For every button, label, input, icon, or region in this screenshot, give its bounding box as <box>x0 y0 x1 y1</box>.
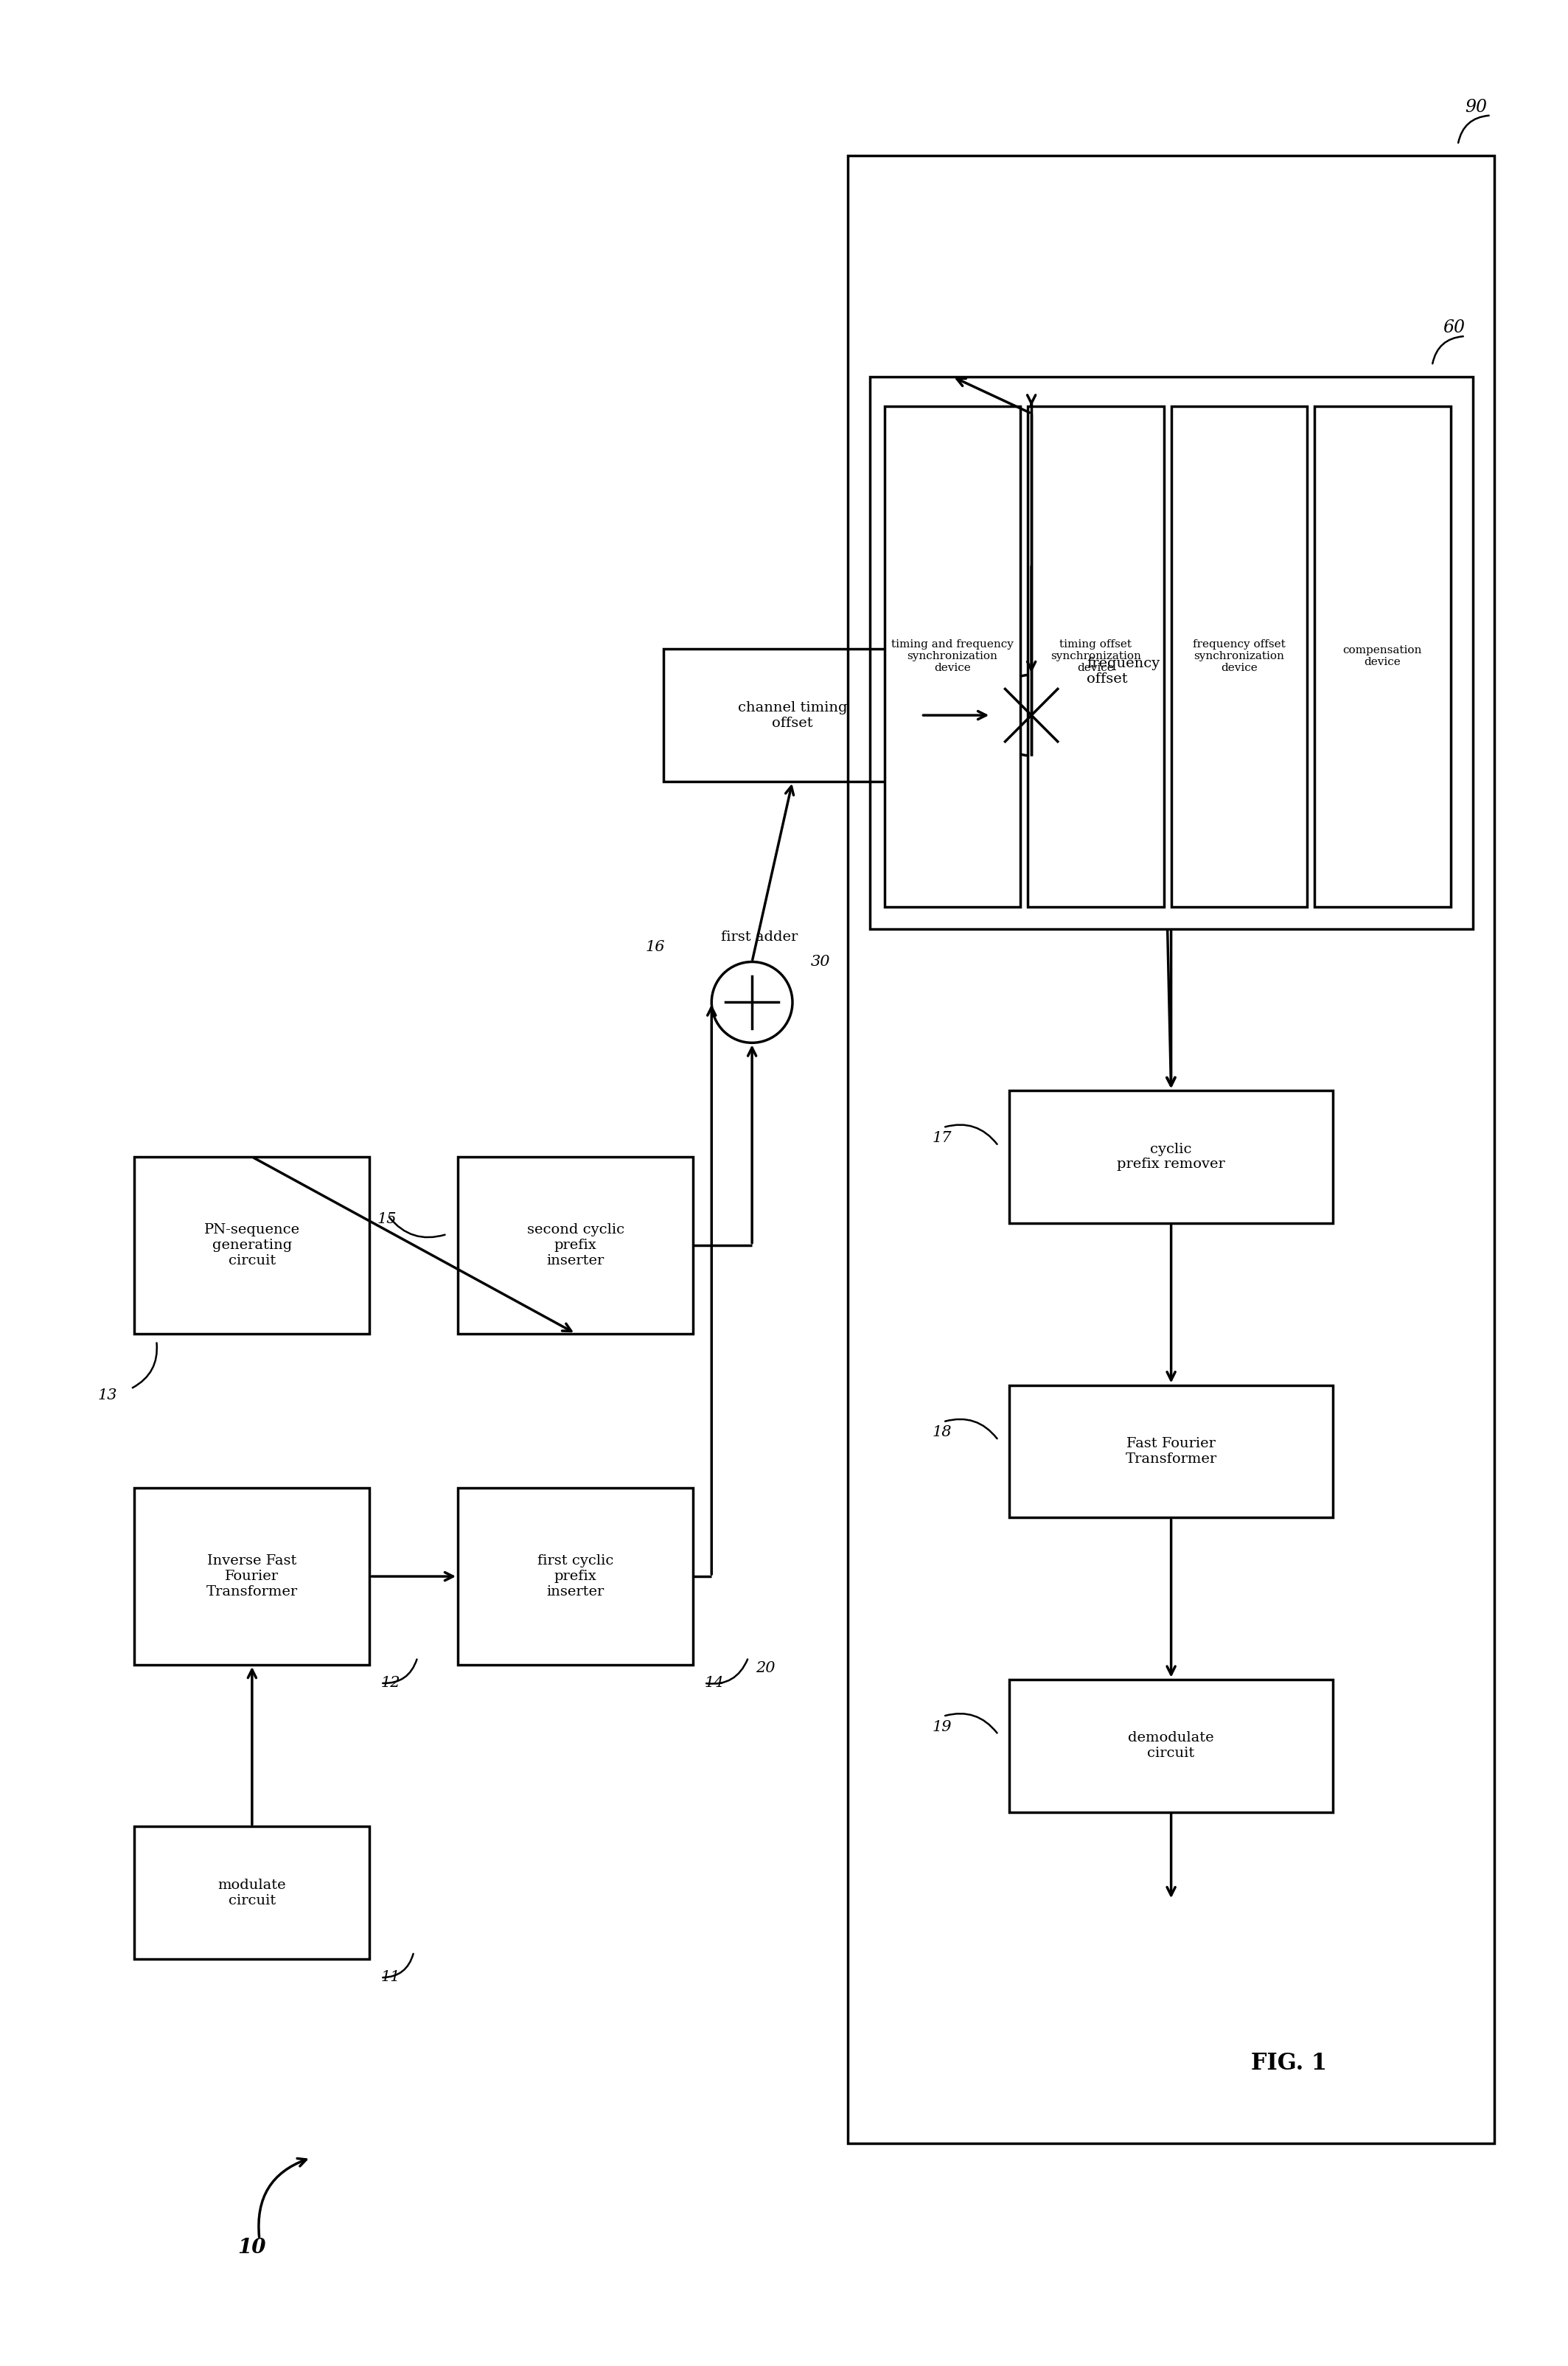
Text: 16: 16 <box>646 939 665 953</box>
Text: 13: 13 <box>97 1389 118 1403</box>
Text: 15: 15 <box>376 1211 397 1226</box>
Text: 12: 12 <box>381 1675 400 1689</box>
Bar <box>1171 407 1308 906</box>
Bar <box>1314 407 1450 906</box>
Text: 17: 17 <box>931 1131 952 1145</box>
Bar <box>458 1157 693 1334</box>
Bar <box>135 1157 370 1334</box>
Text: 90: 90 <box>1465 99 1488 116</box>
Bar <box>870 376 1472 930</box>
Text: 10: 10 <box>237 2238 265 2257</box>
Text: 60: 60 <box>1443 319 1465 336</box>
Text: 11: 11 <box>381 1971 400 1985</box>
Bar <box>135 1488 370 1666</box>
Text: compensation
device: compensation device <box>1342 646 1422 667</box>
Bar <box>1010 1384 1333 1517</box>
Text: frequency
offset: frequency offset <box>1087 658 1160 686</box>
Bar <box>458 1488 693 1666</box>
Text: 14: 14 <box>704 1675 724 1689</box>
Text: modulate
circuit: modulate circuit <box>218 1879 287 1907</box>
Text: Fast Fourier
Transformer: Fast Fourier Transformer <box>1126 1436 1217 1465</box>
Text: Inverse Fast
Fourier
Transformer: Inverse Fast Fourier Transformer <box>207 1554 298 1599</box>
Text: first adder: first adder <box>721 930 798 944</box>
Bar <box>135 1827 370 1959</box>
Text: PN-sequence
generating
circuit: PN-sequence generating circuit <box>204 1223 299 1268</box>
Text: frequency offset
synchronization
device: frequency offset synchronization device <box>1193 639 1286 674</box>
Text: channel timing
offset: channel timing offset <box>737 700 847 729</box>
Text: 18: 18 <box>931 1424 952 1439</box>
Text: 19: 19 <box>931 1720 952 1734</box>
Text: 30: 30 <box>811 953 831 968</box>
Text: cyclic
prefix remover: cyclic prefix remover <box>1116 1143 1225 1171</box>
Text: first cyclic
prefix
inserter: first cyclic prefix inserter <box>538 1554 613 1599</box>
Bar <box>1010 1680 1333 1812</box>
Bar <box>884 407 1021 906</box>
Bar <box>848 156 1494 2144</box>
Text: FIG. 1: FIG. 1 <box>1251 2051 1327 2075</box>
Text: timing offset
synchronization
device: timing offset synchronization device <box>1051 639 1142 674</box>
Text: demodulate
circuit: demodulate circuit <box>1127 1732 1214 1760</box>
Text: second cyclic
prefix
inserter: second cyclic prefix inserter <box>527 1223 624 1268</box>
Bar <box>663 648 920 781</box>
Bar <box>1010 1091 1333 1223</box>
Bar <box>1027 407 1163 906</box>
Text: timing and frequency
synchronization
device: timing and frequency synchronization dev… <box>891 639 1013 674</box>
Text: 20: 20 <box>756 1661 775 1675</box>
